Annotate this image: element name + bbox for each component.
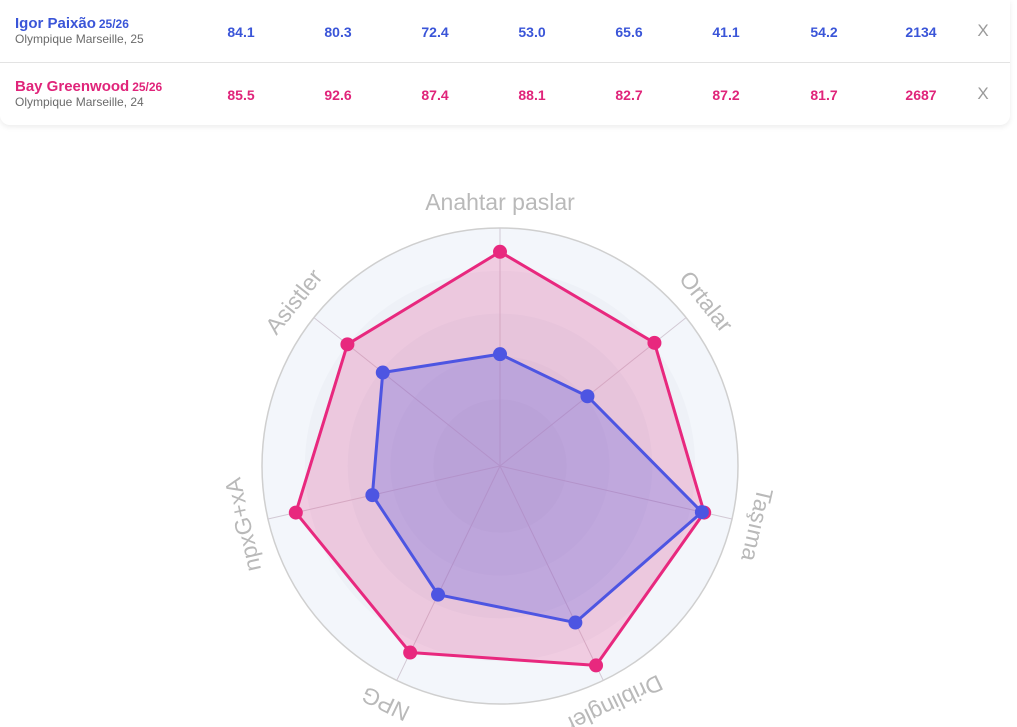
stat-value: 88.1 bbox=[518, 87, 546, 103]
player-name-text: Igor Paixão bbox=[15, 15, 96, 32]
stat-value: 87.2 bbox=[712, 87, 740, 103]
minutes-value: 2134 bbox=[905, 24, 937, 40]
player-season: 25/26 bbox=[98, 17, 129, 31]
data-point bbox=[403, 645, 418, 660]
data-point bbox=[589, 658, 604, 673]
axis-label: Taşıma bbox=[736, 486, 778, 564]
series-polygon bbox=[294, 250, 706, 667]
row-divider bbox=[0, 62, 1010, 63]
stat-value: 65.6 bbox=[615, 24, 643, 40]
radar-spoke bbox=[499, 465, 604, 681]
data-point bbox=[288, 505, 303, 520]
stat-value: 54.2 bbox=[810, 24, 838, 40]
stat-value: 80.3 bbox=[324, 24, 352, 40]
remove-player-button[interactable]: X bbox=[977, 84, 989, 103]
data-point bbox=[365, 488, 380, 503]
stat-value: 92.6 bbox=[324, 87, 352, 103]
data-point bbox=[431, 587, 446, 602]
stat-value: 82.7 bbox=[615, 87, 643, 103]
player-club-age: Olympique Marseille, 25 bbox=[15, 32, 144, 46]
minutes-value: 2687 bbox=[905, 87, 937, 103]
stat-value: 53.0 bbox=[518, 24, 546, 40]
player-row: Bay Greenwood 25/26 Olympique Marseille, … bbox=[0, 63, 1010, 125]
stat-value: 87.4 bbox=[421, 87, 449, 103]
data-point bbox=[493, 347, 507, 362]
radar-spoke bbox=[499, 465, 733, 520]
player-row: Igor Paixão 25/26 Olympique Marseille, 25… bbox=[0, 0, 1010, 62]
stat-value: 81.7 bbox=[810, 87, 838, 103]
series-polygon bbox=[370, 352, 704, 625]
player-name-text: Bay Greenwood bbox=[15, 78, 130, 95]
data-point bbox=[340, 337, 355, 352]
remove-player-button[interactable]: X bbox=[977, 21, 989, 40]
player-name[interactable]: Igor Paixão 25/26 bbox=[15, 15, 129, 32]
data-point bbox=[647, 335, 662, 350]
player-club-age: Olympique Marseille, 24 bbox=[15, 95, 144, 109]
radar-chart: Anahtar paslarOrtalarTaşımaDriblinglerNP… bbox=[219, 189, 778, 727]
data-point bbox=[493, 244, 507, 259]
data-point bbox=[568, 615, 583, 630]
data-point bbox=[375, 365, 390, 380]
data-point bbox=[694, 505, 709, 520]
axis-label: NPG bbox=[357, 681, 413, 726]
stat-value: 41.1 bbox=[712, 24, 740, 40]
axis-label: Anahtar paslar bbox=[425, 189, 575, 215]
player-name[interactable]: Bay Greenwood 25/26 bbox=[15, 78, 162, 95]
stat-value: 72.4 bbox=[421, 24, 449, 40]
player-season: 25/26 bbox=[132, 80, 163, 94]
stat-value: 84.1 bbox=[227, 24, 255, 40]
radar-spoke bbox=[267, 465, 501, 520]
stat-value: 85.5 bbox=[227, 87, 255, 103]
data-point bbox=[580, 389, 595, 404]
radar-spoke bbox=[396, 465, 501, 681]
axis-label: npxG+xA bbox=[219, 475, 266, 574]
player-comparison-card: Igor Paixão 25/26 Olympique Marseille, 25… bbox=[0, 0, 1010, 125]
